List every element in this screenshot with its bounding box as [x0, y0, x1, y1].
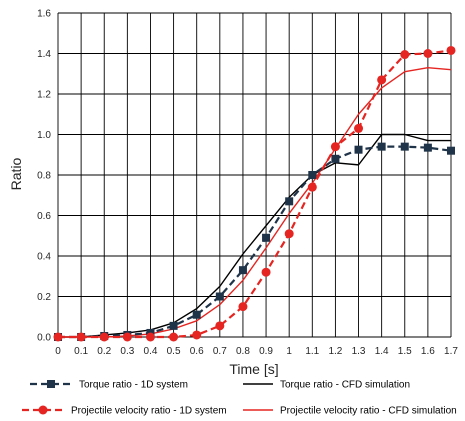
torque-1d-point	[308, 171, 317, 179]
velocity-1d-point	[76, 332, 86, 342]
legend-swatch-marker	[47, 380, 55, 388]
velocity-1d-point	[238, 302, 248, 312]
legend-label: Torque ratio - 1D system	[79, 380, 188, 391]
torque-1d-point	[331, 154, 340, 163]
velocity-1d-point	[215, 321, 225, 331]
x-tick-label: 1.6	[421, 346, 435, 357]
legend: Torque ratio - 1D system Torque ratio - C…	[22, 380, 457, 417]
x-tick-label: 0.8	[236, 346, 250, 357]
x-tick-label: 0.6	[190, 346, 204, 357]
torque-1d-point	[377, 142, 386, 151]
velocity-1d-point	[169, 332, 179, 342]
torque-1d-point	[192, 310, 201, 319]
x-axis-title: Time [s]	[229, 361, 278, 377]
y-tick-label: 0.2	[37, 292, 51, 303]
x-tick-label: 1.7	[444, 346, 458, 357]
x-tick-label: 1	[286, 346, 292, 357]
velocity-1d-point	[99, 332, 109, 342]
y-tick-labels: 0.0 0.2 0.4 0.6 0.8 1.0 1.2 1.4 1.6	[37, 9, 51, 344]
torque-1d-point	[447, 146, 455, 155]
torque-1d-point	[215, 292, 224, 301]
plot-area	[53, 45, 456, 342]
velocity-1d-point	[284, 229, 294, 239]
x-tick-label: 0	[55, 346, 61, 357]
legend-label: Torque ratio - CFD simulation	[280, 380, 410, 391]
velocity-1d-point	[330, 142, 340, 152]
x-tick-label: 1.3	[352, 346, 366, 357]
y-tick-label: 1.2	[37, 90, 51, 101]
y-tick-label: 1.0	[37, 130, 51, 141]
x-tick-label: 0.5	[167, 346, 181, 357]
velocity-1d-point	[377, 75, 387, 85]
torque-1d-point	[354, 145, 363, 154]
x-tick-labels: 0 0.1 0.2 0.3 0.4 0.5 0.6 0.7 0.8 0.9 1 1.1 1.2 1.3 1.…	[55, 346, 458, 357]
velocity-1d-point	[307, 182, 317, 192]
x-tick-label: 1.1	[305, 346, 319, 357]
velocity-1d-point	[192, 330, 202, 340]
velocity-1d-point	[261, 267, 271, 277]
torque-1d-point	[400, 142, 409, 151]
x-tick-label: 0.7	[213, 346, 227, 357]
gridlines	[57, 12, 452, 338]
velocity-1d-point	[145, 332, 155, 342]
torque-1d-point	[238, 266, 247, 275]
y-tick-label: 0.4	[37, 252, 51, 263]
legend-label: Projectile velocity ratio - CFD simulati…	[280, 406, 457, 417]
torque-1d-point	[285, 197, 294, 206]
torque-1d-point	[262, 233, 271, 242]
x-tick-label: 0.1	[74, 346, 88, 357]
y-tick-label: 0.8	[37, 171, 51, 182]
y-tick-label: 0.0	[37, 333, 51, 344]
y-tick-label: 1.4	[37, 49, 51, 60]
y-axis-title: Ratio	[8, 157, 24, 190]
x-tick-label: 0.9	[259, 346, 273, 357]
torque-1d-point	[169, 321, 178, 330]
x-tick-label: 0.2	[97, 346, 111, 357]
x-tick-label: 1.2	[328, 346, 342, 357]
y-tick-label: 1.6	[37, 9, 51, 20]
series-line-2	[58, 49, 452, 339]
torque-1d-point	[423, 143, 432, 152]
x-tick-label: 0.3	[120, 346, 134, 357]
x-tick-label: 1.4	[375, 346, 389, 357]
x-tick-label: 0.4	[144, 346, 158, 357]
legend-label: Projectile velocity ratio - 1D system	[71, 406, 227, 417]
velocity-1d-point	[53, 332, 63, 342]
legend-swatch-marker	[38, 405, 48, 415]
velocity-1d-point	[423, 49, 433, 58]
velocity-1d-point	[122, 332, 132, 342]
x-tick-label: 1.5	[398, 346, 412, 357]
velocity-1d-point	[400, 50, 410, 60]
velocity-1d-point	[446, 45, 456, 55]
series-line-0	[58, 145, 452, 339]
velocity-1d-point	[354, 123, 364, 133]
y-tick-label: 0.6	[37, 211, 51, 222]
